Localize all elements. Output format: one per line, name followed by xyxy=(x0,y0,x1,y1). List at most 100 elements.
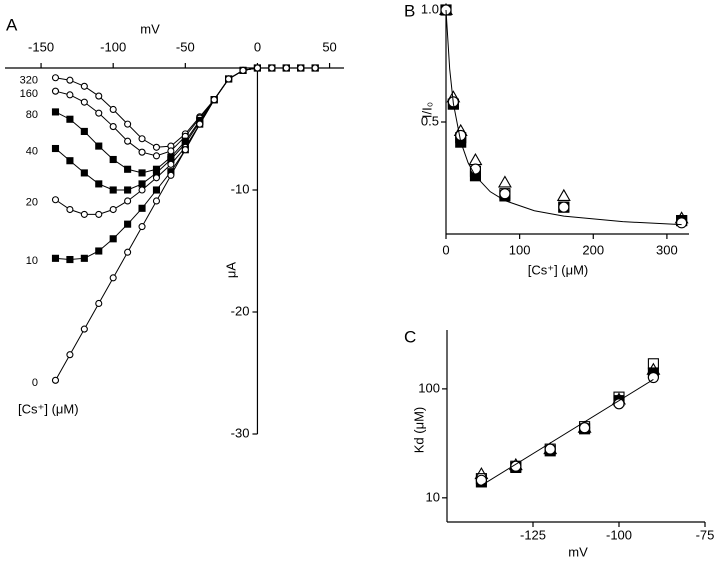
data-point xyxy=(124,186,132,194)
data-point xyxy=(80,210,88,218)
data-point xyxy=(80,127,88,135)
data-point xyxy=(95,210,103,218)
data-point xyxy=(124,165,132,173)
series-label: 20 xyxy=(26,197,38,209)
data-point xyxy=(676,217,688,229)
data-point xyxy=(66,157,74,165)
data-point xyxy=(455,129,467,141)
data-point xyxy=(95,142,103,150)
data-point xyxy=(95,109,103,117)
data-point xyxy=(51,74,60,82)
data-point xyxy=(124,197,132,205)
data-point xyxy=(124,220,132,228)
x-tick-label: 50 xyxy=(322,39,336,54)
data-point xyxy=(225,75,233,83)
series-label: 80 xyxy=(26,109,38,121)
x-tick-label: 300 xyxy=(656,242,678,257)
data-point xyxy=(109,186,117,194)
data-point xyxy=(152,152,161,160)
data-point xyxy=(109,155,117,164)
x-tick-label: 100 xyxy=(509,242,531,257)
data-point xyxy=(138,204,146,212)
x-tick-label: 0 xyxy=(254,39,261,54)
y-axis-label: μA xyxy=(223,262,238,278)
data-point xyxy=(468,152,483,166)
y-tick-label: 1.0 xyxy=(421,1,439,16)
data-point xyxy=(297,64,305,72)
panel-label: C xyxy=(404,327,416,346)
data-point xyxy=(66,115,74,123)
data-point xyxy=(152,197,161,205)
x-tick-label: -125 xyxy=(520,527,546,542)
data-point xyxy=(66,351,74,359)
data-point xyxy=(51,254,60,262)
data-point xyxy=(181,146,189,154)
data-point xyxy=(556,188,571,201)
x-tick-label: -75 xyxy=(696,527,715,542)
data-point xyxy=(109,105,117,114)
panel-label: A xyxy=(6,15,18,34)
x-axis-label: mV xyxy=(140,21,160,36)
data-point xyxy=(109,274,117,282)
data-point xyxy=(647,372,659,384)
data-point xyxy=(268,64,276,72)
fit-line xyxy=(481,379,654,486)
data-point xyxy=(124,120,132,128)
data-point xyxy=(152,186,161,194)
series-line xyxy=(55,67,316,191)
data-point xyxy=(138,223,146,231)
data-point xyxy=(124,248,132,256)
data-point xyxy=(51,144,60,153)
data-point xyxy=(51,196,60,204)
data-point xyxy=(499,188,511,200)
x-tick-label: -50 xyxy=(176,39,195,54)
x-tick-label: 200 xyxy=(582,242,604,257)
series-line xyxy=(55,67,316,381)
data-point xyxy=(109,123,117,131)
series-label: 160 xyxy=(20,88,38,100)
x-tick-label: -100 xyxy=(100,39,126,54)
data-point xyxy=(95,180,103,188)
data-point xyxy=(167,147,175,155)
data-point xyxy=(138,148,146,156)
data-point xyxy=(51,108,60,116)
panel-label: B xyxy=(404,1,415,20)
legend-title: [Cs⁺] (μM) xyxy=(18,401,79,416)
data-point xyxy=(579,422,591,434)
data-point xyxy=(109,235,117,243)
series-label: 0 xyxy=(32,377,38,389)
data-point xyxy=(282,64,290,72)
x-axis-label: mV xyxy=(568,544,588,559)
x-axis-label: [Cs⁺] (μM) xyxy=(528,262,589,277)
x-tick-label: -100 xyxy=(606,527,632,542)
y-tick-label: 100 xyxy=(418,380,440,395)
series-label: 320 xyxy=(20,75,38,87)
data-point xyxy=(109,205,117,214)
data-point xyxy=(544,443,556,455)
data-point xyxy=(138,180,146,188)
data-point xyxy=(66,255,74,264)
data-point xyxy=(66,205,74,214)
y-tick-label: -20 xyxy=(231,303,250,318)
y-tick-label: 0.5 xyxy=(421,113,439,128)
data-point xyxy=(510,460,522,472)
data-point xyxy=(152,143,161,151)
data-point xyxy=(196,120,204,128)
y-axis-label: Kd (μM) xyxy=(411,407,426,454)
data-point xyxy=(311,64,319,72)
data-point xyxy=(138,186,146,194)
series-label: 10 xyxy=(26,255,38,267)
data-point xyxy=(558,201,570,213)
data-point xyxy=(124,137,132,145)
fit-line xyxy=(445,9,682,226)
y-tick-label: -10 xyxy=(231,181,250,196)
series-line xyxy=(55,67,316,174)
data-point xyxy=(66,76,74,84)
x-tick-label: 0 xyxy=(442,242,449,257)
data-point xyxy=(95,92,103,100)
data-point xyxy=(80,82,88,90)
data-point xyxy=(152,174,161,182)
data-point xyxy=(167,171,175,179)
y-tick-label: 10 xyxy=(426,489,440,504)
